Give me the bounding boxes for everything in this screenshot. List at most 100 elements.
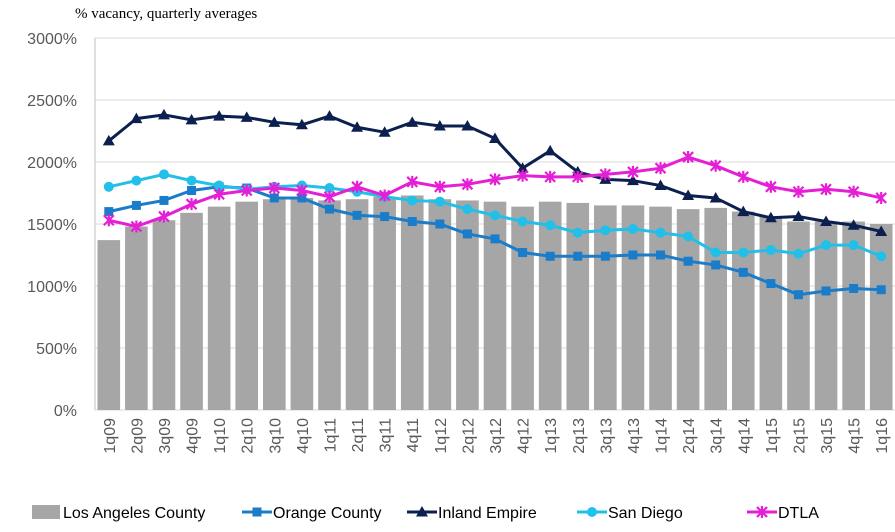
y-tick-label: 2000% (27, 155, 77, 172)
marker (323, 190, 336, 203)
x-tick-label: 4q12 (516, 418, 533, 454)
bar (759, 216, 783, 410)
marker (407, 195, 418, 206)
x-tick-label: 2q14 (681, 418, 698, 454)
marker (544, 144, 557, 156)
marker (627, 165, 639, 178)
marker (324, 204, 334, 214)
bar (787, 221, 810, 410)
marker (711, 260, 721, 270)
marker (185, 198, 198, 211)
marker (406, 175, 419, 188)
marker (792, 210, 805, 222)
marker (380, 212, 390, 222)
x-tick-label: 1q15 (764, 418, 781, 454)
x-tick-label: 1q11 (322, 418, 339, 453)
marker (378, 189, 391, 202)
marker (756, 506, 768, 518)
marker (544, 170, 556, 183)
x-tick-label: 1q14 (654, 418, 671, 454)
marker (545, 251, 555, 261)
marker (158, 210, 170, 223)
marker (435, 219, 445, 229)
marker (587, 507, 597, 517)
x-tick-label: 2q10 (240, 418, 257, 454)
marker (737, 170, 750, 183)
y-axis-label: % vacancy, quarterly averages (75, 6, 257, 22)
marker (378, 126, 391, 137)
bar (704, 207, 727, 410)
marker (131, 200, 141, 210)
marker (682, 151, 694, 164)
marker (157, 108, 170, 120)
marker (600, 251, 610, 261)
bar (180, 212, 203, 410)
x-tick-label: 4q13 (626, 418, 643, 454)
marker (434, 196, 445, 207)
bar (814, 221, 838, 410)
marker (849, 283, 859, 293)
bar (869, 224, 893, 410)
marker (323, 110, 336, 121)
marker (573, 251, 583, 261)
x-tick-label: 1q13 (543, 418, 560, 454)
marker (710, 247, 721, 258)
marker (655, 227, 666, 238)
marker (297, 193, 307, 203)
marker (104, 207, 114, 217)
marker (876, 285, 886, 295)
marker (792, 185, 805, 198)
y-tick-label: 0% (54, 403, 77, 420)
y-tick-label: 1500% (27, 217, 77, 234)
marker (240, 111, 253, 122)
bar (621, 205, 645, 410)
marker (159, 195, 169, 205)
marker (572, 227, 583, 238)
marker (187, 186, 197, 196)
marker (516, 162, 529, 173)
bar (373, 196, 396, 410)
marker (738, 247, 749, 258)
marker (765, 180, 777, 193)
bar (731, 211, 755, 410)
x-tick-label: 3q09 (157, 418, 174, 454)
marker (517, 216, 528, 227)
legend-label: DTLA (778, 505, 819, 522)
x-tick-label: 3q15 (819, 418, 836, 454)
legend-label: Orange County (273, 505, 382, 522)
marker (416, 506, 428, 517)
marker (462, 204, 473, 215)
marker (130, 112, 143, 124)
bar (400, 195, 424, 410)
bar (456, 200, 479, 410)
y-tick-label: 1000% (27, 279, 77, 296)
bar (125, 226, 148, 410)
marker (654, 162, 667, 175)
x-tick-label: 1q09 (102, 418, 119, 454)
marker (600, 225, 611, 236)
marker (683, 231, 694, 242)
marker (765, 245, 776, 256)
marker (875, 225, 888, 236)
marker (462, 229, 472, 239)
marker (296, 184, 308, 197)
marker (213, 188, 225, 201)
x-tick-label: 4q15 (847, 418, 864, 454)
marker (545, 220, 556, 231)
marker (793, 248, 804, 259)
bar (594, 205, 617, 410)
marker (599, 168, 612, 181)
marker (518, 248, 528, 258)
x-tick-label: 3q13 (598, 418, 615, 454)
marker (738, 267, 748, 277)
x-tick-label: 4q14 (736, 418, 753, 454)
x-tick-label: 4q11 (405, 418, 422, 453)
bar (263, 199, 286, 410)
x-tick-label: 2q11 (350, 418, 367, 453)
marker (627, 223, 638, 234)
marker (268, 182, 281, 195)
marker (764, 211, 777, 223)
bar (152, 220, 176, 410)
x-tick-label: 3q10 (267, 418, 284, 454)
x-tick-label: 2q12 (460, 418, 477, 454)
